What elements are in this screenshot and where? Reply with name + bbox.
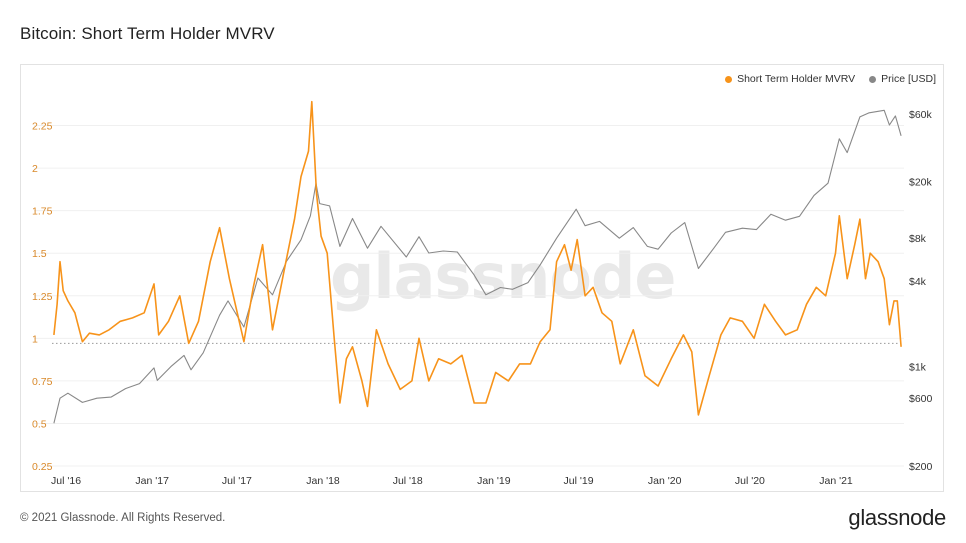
x-tick-label-7: Jan '20 [648,475,682,487]
legend-item-mvrv[interactable]: Short Term Holder MVRV [725,73,855,85]
x-tick-label-1: Jan '17 [135,475,169,487]
right-tick-label-1: $600 [909,393,933,405]
left-tick-label-2: 0.75 [32,376,53,388]
x-tick-label-6: Jul '19 [564,475,594,487]
x-tick-label-8: Jul '20 [735,475,765,487]
x-tick-label-2: Jul '17 [222,475,252,487]
left-tick-label-3: 1 [32,333,38,345]
right-tick-label-5: $20k [909,177,933,189]
right-tick-label-3: $4k [909,276,927,288]
left-axis-ticks: 0.25 0.5 0.75 1 1.25 1.5 1.75 2 2.25 [32,121,53,473]
x-tick-label-3: Jan '18 [306,475,340,487]
series-price [53,109,902,424]
x-tick-label-5: Jan '19 [477,475,511,487]
grid [34,125,904,467]
chart-frame [20,64,944,492]
page-title: Bitcoin: Short Term Holder MVRV [20,24,275,43]
x-tick-label-0: Jul '16 [51,475,81,487]
brand-logo-text: glassnode [848,505,946,530]
copyright-text: © 2021 Glassnode. All Rights Reserved. [20,512,226,524]
series-line-price [53,109,902,424]
left-tick-label-6: 1.75 [32,206,53,218]
left-tick-label-7: 2 [32,163,38,175]
right-tick-label-4: $8k [909,233,927,245]
left-tick-label-4: 1.25 [32,291,53,303]
legend-label-price: Price [USD] [881,73,936,85]
left-tick-label-0: 0.25 [32,461,53,473]
x-tick-label-4: Jul '18 [393,475,423,487]
watermark: glassnode [330,240,676,313]
x-tick-label-9: Jan '21 [819,475,853,487]
right-tick-label-0: $200 [909,461,933,473]
right-axis-ticks: $200 $600 $1k $4k $8k $20k $60k [909,109,933,473]
legend-dot-price-icon [869,75,877,83]
right-tick-label-2: $1k [909,362,927,374]
legend-dot-mvrv-icon [725,75,733,83]
legend: Short Term Holder MVRV Price [USD] [725,73,936,85]
right-tick-label-6: $60k [909,109,933,121]
series-mvrv [53,100,902,416]
x-axis-ticks: Jul '16 Jan '17 Jul '17 Jan '18 Jul '18 Jan '… [51,475,853,487]
left-tick-label-8: 2.25 [32,121,53,133]
legend-label-mvrv: Short Term Holder MVRV [737,73,856,85]
series-line-mvrv [53,100,902,416]
left-tick-label-1: 0.5 [32,418,47,430]
legend-item-price[interactable]: Price [USD] [869,73,936,85]
left-tick-label-5: 1.5 [32,248,47,260]
